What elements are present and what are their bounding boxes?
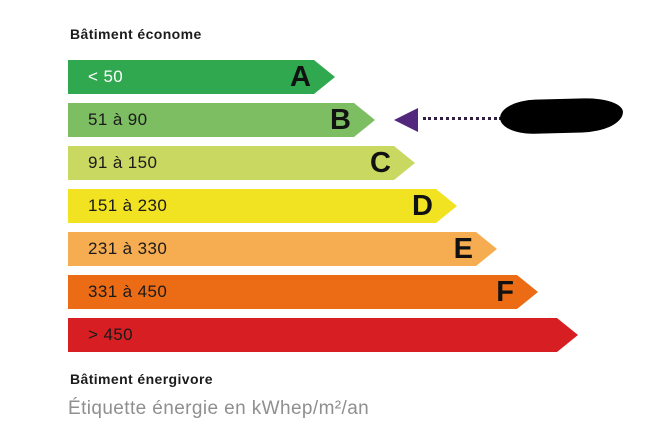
energy-class-letter: A [290,61,311,93]
indicator-dotted-line [423,117,502,120]
energy-bar-f: 331 à 450 F [68,275,538,309]
energy-range-label: 51 à 90 [88,110,148,129]
energy-bar-a: < 50 A [68,60,335,94]
energy-class-letter: F [496,276,514,308]
energy-range-label: 331 à 450 [88,282,168,301]
energy-class-letter: B [330,104,351,136]
energy-range-label: < 50 [88,67,124,86]
energy-bar-b: 51 à 90 B [68,103,375,137]
energy-scale-caption: Étiquette énergie en kWhep/m²/an [68,398,370,419]
energy-bar-e: 231 à 330 E [68,232,497,266]
energy-intensive-building-label: Bâtiment énergivore [70,371,213,387]
energy-bars: < 50 A 51 à 90 B 91 à 150 C 151 à 230 D … [68,60,578,361]
energy-class-letter: E [453,233,473,265]
energy-bar-d: 151 à 230 D [68,189,457,223]
energy-bar-g: > 450 [68,318,578,352]
energy-range-label: 231 à 330 [88,239,168,258]
redacted-value-blob [499,97,624,135]
energy-bar-c: 91 à 150 C [68,146,415,180]
energy-range-label: 151 à 230 [88,196,168,215]
economical-building-label: Bâtiment économe [70,26,202,42]
energy-range-label: > 450 [88,325,134,344]
selected-class-arrow-icon [394,108,418,132]
energy-class-letter: C [370,147,391,179]
energy-class-letter: D [412,190,433,222]
energy-range-label: 91 à 150 [88,153,158,172]
